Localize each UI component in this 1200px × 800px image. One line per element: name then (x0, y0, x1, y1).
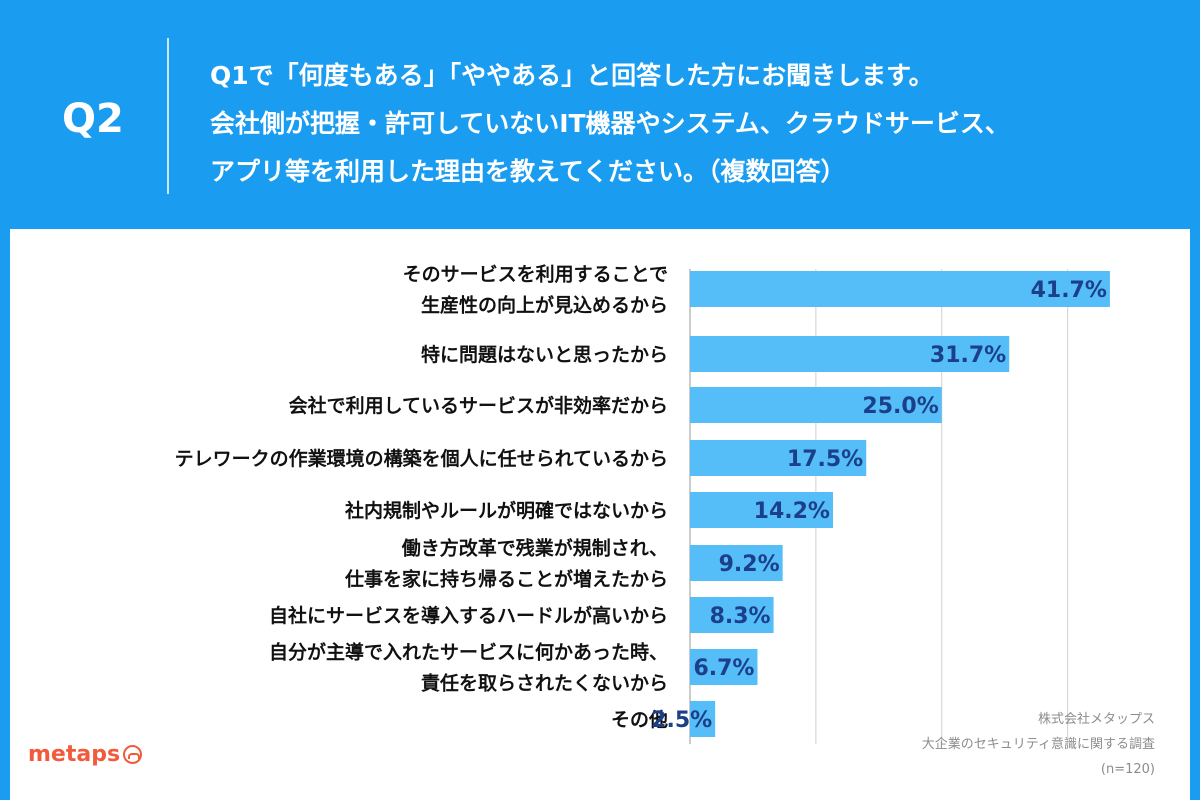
value-label-8: 6.7% (693, 656, 754, 681)
logo-text: metaps (28, 742, 121, 767)
question-line-3: アプリ等を利用した理由を教えてください。（複数回答） (210, 157, 846, 186)
header: Q2 Q1で「何度もある」「ややある」と回答した方にお聞きします。 会社側が把握… (0, 0, 1200, 225)
bar-layer (690, 271, 1110, 737)
question-line-1: Q1で「何度もある」「ややある」と回答した方にお聞きします。 (210, 61, 934, 90)
value-label-1: 41.7% (1031, 278, 1107, 303)
category-label-9: その他 (611, 708, 668, 731)
value-label-layer: 41.7% 31.7% 25.0% 17.5% 14.2% 9.2% 8.3% 6.7% 2.5… (651, 278, 1107, 733)
category-label-1-line-1: そのサービスを利用することで (403, 264, 668, 286)
question-text: Q1で「何度もある」「ややある」と回答した方にお聞きします。 会社側が把握・許可… (210, 52, 1170, 196)
source-company: 株式会社メタップス (1037, 712, 1155, 727)
value-label-9: 2.5% (651, 708, 712, 733)
category-label-1-line-2: 生産性の向上が見込めるから (421, 294, 668, 317)
logo-smile-icon (123, 745, 143, 764)
bar-4 (690, 440, 867, 476)
chart-panel: そのサービスを利用することで生産性の向上が見込めるから 特に問題はないと思ったから… (10, 229, 1190, 800)
bar-2 (690, 336, 1010, 372)
value-label-4: 17.5% (787, 447, 863, 472)
bar-6 (690, 545, 783, 581)
category-label-5: 社内規制やルールが明確ではないから (344, 499, 668, 522)
value-label-5: 14.2% (754, 499, 830, 524)
category-label-layer: そのサービスを利用することで生産性の向上が見込めるから特に問題はないと思ったから… (175, 264, 668, 732)
category-label-6-line-2: 仕事を家に持ち帰ることが増えたから (344, 568, 668, 591)
category-label-8-line-1: 自分が主導で入れたサービスに何かあった時、 (269, 641, 668, 664)
value-label-3: 25.0% (862, 394, 938, 419)
value-label-6: 9.2% (719, 552, 780, 577)
source-note: 株式会社メタップス 大企業のセキュリティ意識に関する調査 (n=120) (922, 707, 1155, 782)
value-label-2: 31.7% (930, 343, 1006, 368)
category-label-7: 自社にサービスを導入するハードルが高いから (269, 604, 668, 627)
header-divider (167, 38, 169, 194)
metaps-logo: metaps (28, 742, 143, 767)
value-label-7: 8.3% (710, 604, 771, 629)
bar-7 (690, 597, 774, 633)
category-label-3: 会社で利用しているサービスが非効率だから (289, 394, 668, 417)
bar-3 (690, 387, 942, 423)
bar-chart: そのサービスを利用することで生産性の向上が見込めるから特に問題はないと思ったから… (175, 264, 1110, 744)
source-sample-size: (n=120) (1100, 762, 1155, 777)
question-number: Q2 (62, 96, 124, 142)
category-label-6-line-1: 働き方改革で残業が規制され、 (401, 537, 668, 560)
question-line-2: 会社側が把握・許可していないIT機器やシステム、クラウドサービス、 (210, 109, 1010, 138)
category-label-2: 特に問題はないと思ったから (421, 344, 668, 366)
bar-5 (690, 492, 833, 528)
source-survey: 大企業のセキュリティ意識に関する調査 (921, 737, 1155, 752)
bar-9 (690, 701, 716, 737)
category-label-4: テレワークの作業環境の構築を個人に任せられているから (175, 447, 668, 470)
category-label-8-line-2: 責任を取らされたくないから (421, 672, 668, 695)
bar-1 (690, 271, 1110, 307)
bar-8 (690, 649, 758, 685)
